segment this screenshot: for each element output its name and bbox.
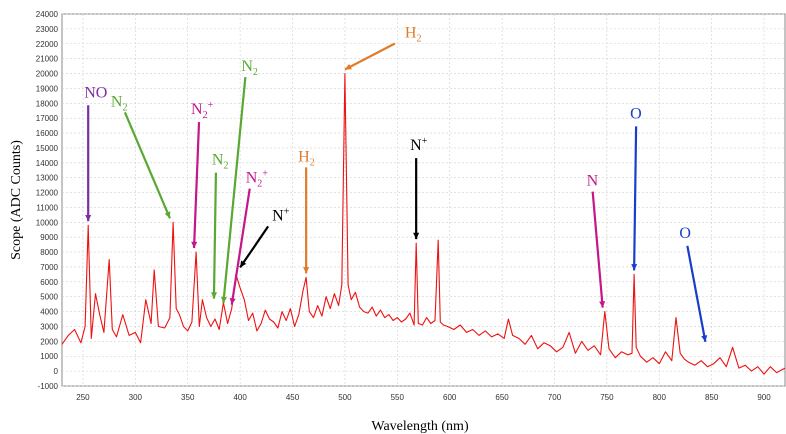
annotation-arrowhead — [344, 63, 352, 70]
series-group — [61, 72, 786, 375]
annotation-label: NO — [84, 84, 107, 101]
x-tick-label: 350 — [181, 393, 195, 402]
y-tick-label: 17000 — [36, 114, 59, 123]
y-tick-label: 22000 — [36, 40, 59, 49]
x-tick-label: 500 — [338, 393, 352, 402]
y-tick-label: 16000 — [36, 129, 59, 138]
x-tick-label: 600 — [443, 393, 457, 402]
annotation-label: N — [587, 173, 599, 190]
annotation-label: H2 — [405, 25, 422, 45]
annotation-arrow — [344, 42, 396, 71]
y-tick-label: 0 — [54, 367, 59, 376]
annotation-arrow — [239, 225, 270, 269]
annotation-label: O — [679, 225, 691, 242]
annotation-label: O — [630, 105, 642, 122]
y-tick-label: 11000 — [36, 203, 58, 212]
x-axis-label: Wavelength (nm) — [371, 419, 469, 434]
x-tick-label: 450 — [286, 393, 300, 402]
x-tick-label: 250 — [76, 393, 90, 402]
annotation-arrowhead — [220, 296, 227, 304]
y-tick-labels: -1000 0 1000 2000 3000 4000 5000 6000 7000 8000 90… — [36, 10, 59, 391]
y-tick-label: 3000 — [40, 322, 58, 331]
annotation-label: N2 — [212, 152, 229, 172]
x-tick-label: 650 — [495, 393, 509, 402]
annotation-arrowhead — [303, 267, 310, 274]
plot-area — [61, 13, 786, 387]
grid-lines — [62, 13, 785, 387]
y-tick-label: 2000 — [40, 337, 58, 346]
annotation-arrow — [591, 191, 604, 308]
annotation-label: N2 — [111, 93, 128, 113]
annotation-arrow — [212, 172, 218, 299]
annotation-label: N2+ — [246, 169, 269, 190]
y-tick-label: 21000 — [36, 55, 59, 64]
annotation-arrow — [222, 77, 247, 304]
annotation-arrowhead — [85, 215, 92, 222]
annotation-arrowhead — [229, 297, 236, 305]
annotation-arrow — [192, 122, 201, 249]
x-tick-label: 700 — [548, 393, 562, 402]
annotation-arrowhead — [191, 241, 198, 249]
y-tick-label: 10000 — [36, 218, 59, 227]
y-tick-label: 20000 — [36, 70, 59, 79]
y-tick-label: 9000 — [40, 233, 58, 242]
y-tick-label: 6000 — [40, 278, 58, 287]
annotation-arrowhead — [211, 292, 218, 299]
y-tick-label: 5000 — [40, 293, 58, 302]
x-tick-label: 850 — [705, 393, 719, 402]
y-axis-label: Scope (ADC Counts) — [9, 140, 24, 260]
y-tick-label: 8000 — [40, 248, 58, 257]
y-tick-label: 12000 — [36, 189, 59, 198]
y-tick-label: 14000 — [36, 159, 59, 168]
annotation-label: N2+ — [191, 100, 214, 121]
y-tick-label: 13000 — [36, 174, 59, 183]
x-tick-label: 900 — [757, 393, 771, 402]
y-tick-label: 15000 — [36, 144, 59, 153]
annotation-arrowhead — [413, 232, 420, 240]
annotation-arrow — [123, 111, 171, 219]
annotation-arrow — [633, 126, 638, 271]
annotation-label: N2 — [241, 58, 258, 78]
x-tick-labels: 250 300 350 400 450 500 550 600 650 700 750 800 850 9… — [76, 393, 771, 402]
annotation-arrowhead — [701, 335, 708, 342]
y-tick-label: 23000 — [36, 25, 59, 34]
y-tick-label: 24000 — [36, 10, 59, 19]
annotation-label: H2 — [298, 148, 315, 168]
y-tick-label: 19000 — [36, 84, 59, 93]
annotation-label: N+ — [410, 136, 428, 154]
x-tick-label: 800 — [653, 393, 667, 402]
spectrum-line — [61, 72, 786, 375]
y-tick-label: -1000 — [38, 382, 59, 391]
y-tick-label: 4000 — [40, 308, 58, 317]
y-tick-label: 1000 — [40, 352, 58, 361]
annotation-label: N+ — [272, 206, 290, 224]
x-tick-label: 300 — [129, 393, 143, 402]
annotation-arrowhead — [164, 211, 171, 219]
x-tick-label: 750 — [600, 393, 614, 402]
x-tick-label: 400 — [233, 393, 247, 402]
annotation-arrow — [230, 188, 251, 305]
annotation-arrowhead — [599, 301, 606, 308]
annotation-arrowhead — [631, 264, 638, 271]
annotation-arrowhead — [240, 260, 247, 268]
y-tick-label: 7000 — [40, 263, 58, 272]
y-tick-label: 18000 — [36, 99, 59, 108]
annotation-arrow — [686, 245, 707, 343]
x-tick-label: 550 — [391, 393, 405, 402]
